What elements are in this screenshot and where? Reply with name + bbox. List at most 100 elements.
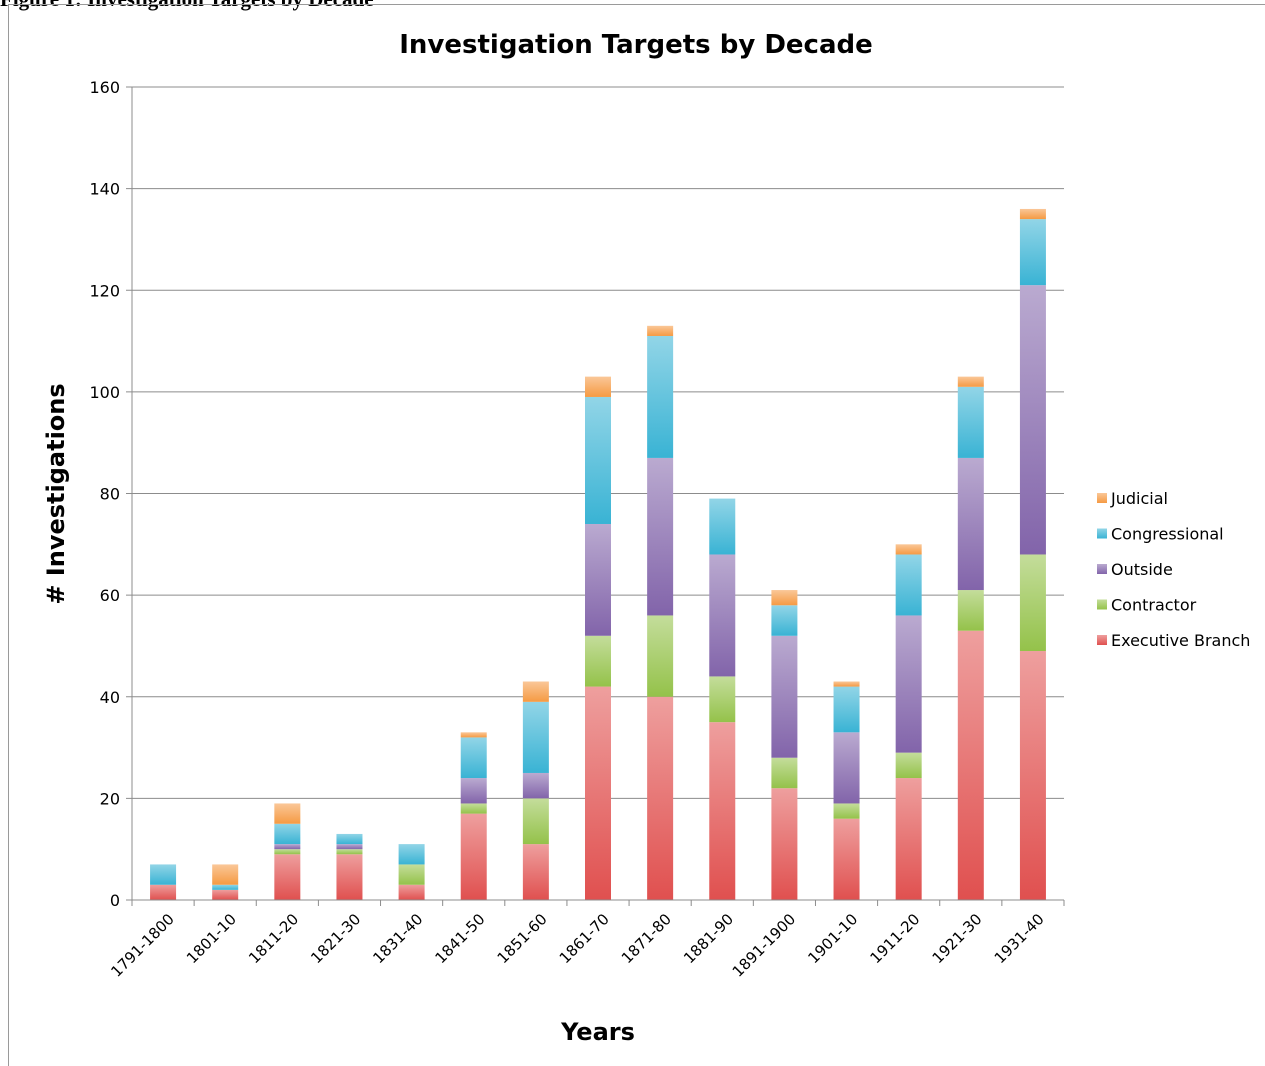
bar-segment xyxy=(522,844,549,900)
figure-caption: Figure 1: Investigation Targets by Decad… xyxy=(0,0,374,12)
bar-segment xyxy=(833,818,860,900)
bar-segment xyxy=(709,554,736,677)
bar-segment xyxy=(895,752,922,779)
x-tick-label: 1931-40 xyxy=(991,910,1048,967)
bar-segment xyxy=(522,681,549,702)
x-tick-label: 1791-1800 xyxy=(107,910,178,981)
bar-segment xyxy=(771,590,798,606)
bar-segment xyxy=(398,864,425,885)
bar-stack xyxy=(336,833,363,900)
bar-segment xyxy=(585,376,611,397)
bar-segment xyxy=(585,523,611,636)
x-tick-label: 1821-30 xyxy=(307,910,364,967)
x-tick-label: 1881-90 xyxy=(680,910,737,967)
legend-label: Contractor xyxy=(1111,596,1197,615)
bar-stack xyxy=(833,681,860,900)
bar-segment xyxy=(336,833,363,845)
y-tick-label: 0 xyxy=(110,891,120,910)
bar-segment xyxy=(957,590,984,631)
bar-segment xyxy=(150,864,177,885)
bar-stack xyxy=(957,376,984,900)
bar-segment xyxy=(522,772,549,799)
bar-segment xyxy=(1019,554,1046,652)
legend-swatch xyxy=(1097,528,1107,539)
bar-segment xyxy=(833,681,860,687)
bar-segment xyxy=(957,630,984,900)
bar-segment xyxy=(647,615,674,697)
bar-segment xyxy=(460,813,487,900)
legend-swatch xyxy=(1097,635,1107,645)
bar-segment xyxy=(833,686,860,733)
legend-label: Judicial xyxy=(1110,489,1168,508)
bar-segment xyxy=(895,615,922,753)
bar-segment xyxy=(709,498,736,555)
legend-swatch xyxy=(1097,564,1107,574)
bar-stack xyxy=(522,681,549,900)
bar-stack xyxy=(274,803,301,900)
bar-segment xyxy=(647,696,674,900)
bar-segment xyxy=(522,701,549,773)
bar-segment xyxy=(647,457,674,616)
bar-segment xyxy=(957,376,984,387)
x-tick-label: 1811-20 xyxy=(245,910,302,967)
x-tick-label: 1831-40 xyxy=(369,910,426,967)
bar-segment xyxy=(336,854,363,900)
x-tick-label: 1871-80 xyxy=(618,910,675,967)
bar-segment xyxy=(585,635,611,687)
y-tick-label: 20 xyxy=(100,789,120,808)
bar-segment xyxy=(336,844,363,850)
legend-swatch xyxy=(1097,599,1107,610)
bar-stack xyxy=(709,498,736,900)
x-tick-label: 1921-30 xyxy=(929,910,986,967)
bar-segment xyxy=(398,884,425,900)
x-tick-label: 1801-10 xyxy=(183,910,240,967)
bar-segment xyxy=(336,849,363,855)
bar-stack xyxy=(1019,208,1046,900)
x-tick-label: 1901-10 xyxy=(804,910,861,967)
legend-item: Outside xyxy=(1097,560,1173,579)
bar-segment xyxy=(833,732,860,804)
bar-segment xyxy=(585,396,611,524)
bar-segment xyxy=(1019,285,1046,555)
bar-segment xyxy=(274,844,301,850)
bar-segment xyxy=(274,823,301,845)
bar-segment xyxy=(771,605,798,636)
y-tick-label: 40 xyxy=(100,688,120,707)
x-tick-label: 1911-20 xyxy=(866,910,923,967)
x-tick-label: 1861-70 xyxy=(556,910,613,967)
bar-segment xyxy=(647,325,674,336)
legend-label: Outside xyxy=(1111,560,1173,579)
bar-segment xyxy=(957,386,984,458)
legend-item: Judicial xyxy=(1097,489,1168,508)
bar-segment xyxy=(150,884,177,900)
bar-segment xyxy=(460,803,487,814)
x-tick-label: 1891-1900 xyxy=(729,910,800,981)
bar-segment xyxy=(212,889,239,900)
legend-item: Executive Branch xyxy=(1097,631,1250,650)
y-tick-label: 100 xyxy=(89,383,120,402)
y-tick-label: 120 xyxy=(89,281,120,300)
legend-label: Executive Branch xyxy=(1111,631,1250,650)
legend-swatch xyxy=(1097,493,1107,503)
bar-stack xyxy=(647,325,674,900)
bar-segment xyxy=(1019,219,1046,286)
bar-stacks xyxy=(150,208,1046,900)
y-tick-label: 80 xyxy=(100,485,120,504)
bar-segment xyxy=(709,676,736,723)
y-tick-label: 160 xyxy=(89,78,120,97)
bar-segment xyxy=(771,757,798,789)
bar-segment xyxy=(274,803,301,824)
bar-segment xyxy=(833,803,860,819)
bar-segment xyxy=(895,554,922,616)
bar-segment xyxy=(771,635,798,758)
legend-item: Contractor xyxy=(1097,596,1197,615)
figure-frame xyxy=(8,4,1265,1066)
x-tick-label: 1841-50 xyxy=(432,910,489,967)
bar-segment xyxy=(212,884,239,890)
bar-stack xyxy=(398,844,425,900)
x-axis-title: Years xyxy=(560,1018,635,1046)
bar-stack xyxy=(771,590,798,900)
bar-segment xyxy=(771,788,798,900)
bar-stack xyxy=(212,864,239,900)
